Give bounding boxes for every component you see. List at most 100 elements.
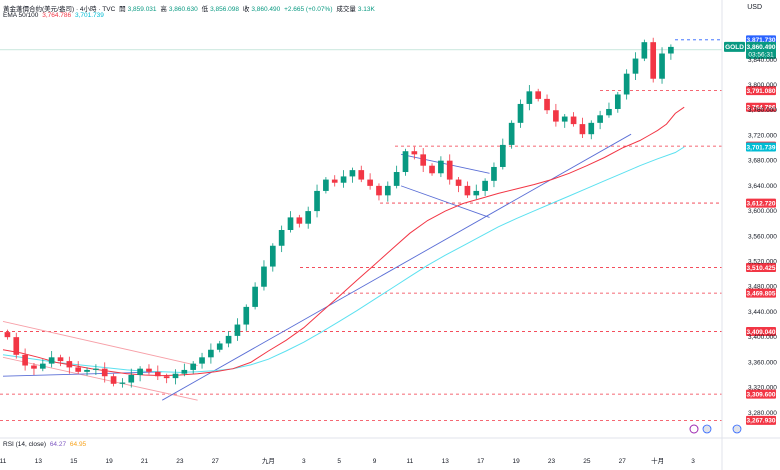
candle-body xyxy=(199,357,205,364)
y-tick-label: 3,560.000 xyxy=(748,233,777,240)
candle-body xyxy=(261,266,267,287)
y-tick-label: 3,720.000 xyxy=(748,132,777,139)
candle-body xyxy=(535,91,542,99)
price-level-tag-label: 3,469.805 xyxy=(747,290,776,297)
ema-legend[interactable]: EMA 50/100 3,764.786 3,701.739 xyxy=(3,12,106,19)
x-tick-label: 13 xyxy=(35,458,43,465)
candle-body xyxy=(508,122,515,145)
price-level-tag-label: 3,871.730 xyxy=(747,37,776,44)
ema-label: EMA 50/100 xyxy=(3,12,39,19)
ema50-value: 3,764.786 xyxy=(42,12,72,19)
candle-body xyxy=(4,332,11,338)
candle-body xyxy=(208,349,214,358)
candle-body xyxy=(31,365,37,369)
candle-body xyxy=(243,306,250,325)
candle-body xyxy=(473,190,480,196)
flag-event-icon xyxy=(702,424,712,434)
flag-channel-lower xyxy=(400,185,490,218)
x-tick-label: 23 xyxy=(548,458,556,465)
candle-body xyxy=(376,185,382,196)
candle-body xyxy=(57,357,64,362)
candle-body xyxy=(305,211,312,224)
candle-body xyxy=(491,166,497,181)
candle-body xyxy=(614,94,621,109)
candle-body xyxy=(48,357,55,364)
x-tick-label: 11 xyxy=(407,458,414,465)
candle-body xyxy=(429,165,435,174)
x-tick-label: 25 xyxy=(583,458,591,465)
candle-body xyxy=(190,363,197,370)
candle-body xyxy=(438,160,444,174)
y-tick-label: 3,480.000 xyxy=(748,284,777,291)
price-level-tag xyxy=(746,326,776,336)
candle-body xyxy=(358,170,365,180)
ema100-line xyxy=(2,146,685,373)
high-value: 3,860.630 xyxy=(168,6,198,13)
candle-body xyxy=(234,324,241,336)
candle-body xyxy=(544,98,550,111)
x-tick-label: 17 xyxy=(477,458,485,465)
chart-header: 黃金蓬價合約(美元/盎司) · 4小時 · TVC 開 3,859.031 高 3,… xyxy=(3,3,377,13)
rsi-label: RSI (14, close) xyxy=(3,441,46,448)
candle-body xyxy=(146,368,152,372)
candle-body xyxy=(499,144,506,167)
price-level-tag-label: 3,764.786 xyxy=(747,105,776,112)
candle-body xyxy=(526,91,533,104)
candle-body xyxy=(517,103,524,123)
candle-body xyxy=(420,154,427,166)
ascending-trendline xyxy=(162,133,632,401)
candle-body xyxy=(659,53,665,79)
volume-label: 成交量 xyxy=(336,6,356,13)
candle-body xyxy=(296,217,303,224)
price-level-tag-label: 3,791.080 xyxy=(747,88,776,95)
symbol-tag-label: GOLD xyxy=(725,44,744,51)
x-tick-label: 27 xyxy=(212,458,220,465)
last-price-value: 3,860.490 xyxy=(747,44,776,51)
price-level-tag xyxy=(746,415,776,425)
open-label: 開 xyxy=(119,6,126,13)
candle-body xyxy=(163,376,170,379)
candle-body xyxy=(181,369,188,374)
close-label: 收 xyxy=(242,6,250,13)
volume-value: 3.13K xyxy=(357,6,375,13)
y-tick-label: 3,680.000 xyxy=(748,158,777,165)
candle-body xyxy=(13,337,20,355)
y-tick-label: 3,840.000 xyxy=(748,57,777,64)
candle-body xyxy=(606,108,612,116)
price-level-tag-label: 3,409.040 xyxy=(747,329,776,336)
candle-body xyxy=(632,58,639,74)
close-value: 3,860.490 xyxy=(251,6,281,13)
price-level-tag xyxy=(746,142,776,152)
candle-body xyxy=(269,245,276,267)
candle-body xyxy=(553,110,559,122)
y-tick-label: 3,440.000 xyxy=(748,309,777,316)
high-label: 高 xyxy=(160,6,167,13)
y-tick-label: 3,760.000 xyxy=(748,107,777,114)
candle-body xyxy=(154,371,161,377)
candle-body xyxy=(252,286,258,307)
candle-body xyxy=(287,217,294,230)
currency-label[interactable]: USD xyxy=(747,4,762,11)
candle-body xyxy=(66,361,73,368)
rsi-value-1: 64.27 xyxy=(49,441,67,448)
low-value: 3,856.098 xyxy=(210,6,240,13)
candle-body xyxy=(340,176,347,183)
candle-body xyxy=(93,368,99,370)
candle-body xyxy=(482,180,488,191)
x-tick-label: 27 xyxy=(619,458,627,465)
rsi-legend[interactable]: RSI (14, close) 64.27 64.95 xyxy=(3,441,88,448)
price-level-tag xyxy=(746,288,776,298)
price-level-tag-label: 3,612.720 xyxy=(747,200,776,207)
price-level-tag-label: 3,701.739 xyxy=(747,144,776,151)
x-tick-label: 3 xyxy=(302,458,306,465)
candle-body xyxy=(570,116,577,125)
candle-body xyxy=(128,374,135,383)
candle-body xyxy=(597,115,603,123)
candle-body xyxy=(561,116,568,122)
x-tick-label: 19 xyxy=(512,458,520,465)
x-tick-label: 13 xyxy=(442,458,450,465)
candle-body xyxy=(411,151,418,155)
candle-body xyxy=(384,185,391,196)
open-value: 3,859.031 xyxy=(127,6,157,13)
